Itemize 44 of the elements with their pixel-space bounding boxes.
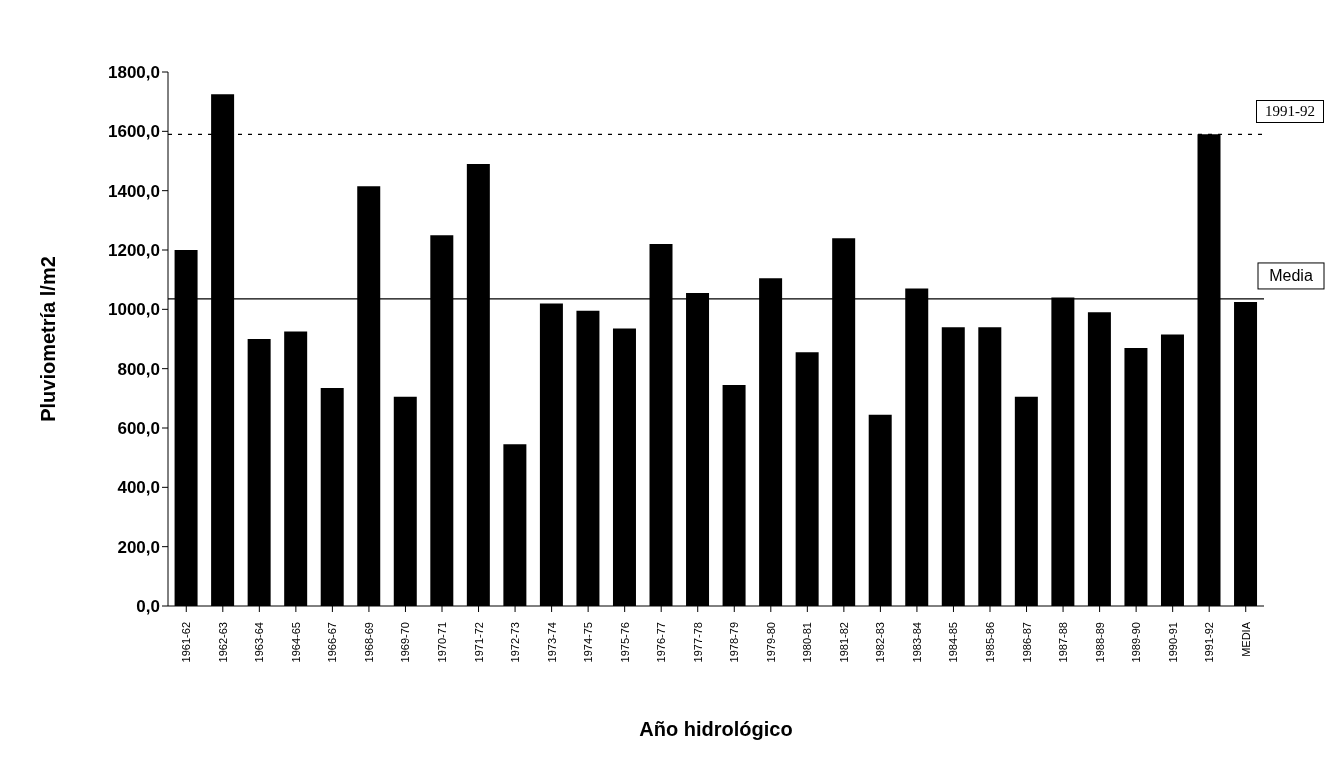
- y-tick-label: 1200,0: [108, 241, 160, 261]
- x-tick-label: 1991-92: [1203, 622, 1216, 663]
- x-tick-label: 1970-71: [436, 622, 448, 663]
- x-tick-label: 1990-91: [1166, 622, 1179, 663]
- x-tick-label: 1978-79: [728, 622, 741, 663]
- x-tick-label: 1984-85: [947, 622, 960, 663]
- y-tick-label: 1600,0: [108, 122, 160, 142]
- x-tick-label: 1963-64: [253, 622, 266, 663]
- x-tick-label: 1977-78: [691, 622, 704, 663]
- x-tick-label: 1966-67: [326, 622, 339, 663]
- x-tick-label: MEDIA: [1239, 621, 1252, 657]
- x-tick-label: 1980-81: [801, 622, 814, 663]
- ref-line-label: Media: [1269, 267, 1313, 285]
- y-tick-label: 1400,0: [108, 181, 160, 201]
- x-tick-label: 1985-86: [984, 622, 996, 663]
- x-tick-label: 1983-84: [910, 622, 923, 663]
- x-tick-label: 1961-62: [180, 622, 193, 663]
- x-tick-label: 1971-72: [472, 622, 485, 663]
- y-tick-label: 800,0: [117, 359, 160, 379]
- x-tick-label: 1972-73: [509, 622, 522, 663]
- y-tick-label: 1000,0: [108, 300, 160, 320]
- y-tick-label: 400,0: [117, 478, 160, 498]
- x-tick-label: 1964-65: [289, 622, 302, 663]
- x-tick-label: 1986-87: [1020, 622, 1033, 663]
- y-tick-label: 0,0: [136, 597, 160, 617]
- y-tick-label: 200,0: [117, 537, 160, 557]
- x-tick-label: 1982-83: [874, 622, 887, 663]
- x-tick-label: 1973-74: [545, 622, 558, 663]
- x-axis-title: Año hidrológico: [639, 718, 793, 740]
- y-tick-label: 600,0: [117, 419, 160, 439]
- x-tick-label: 1981-82: [837, 622, 850, 663]
- x-tick-label: 1968-69: [362, 622, 375, 663]
- y-tick-label: 1800,0: [108, 63, 160, 83]
- text: 1991-92: [1256, 100, 1324, 123]
- x-tick-label: 1962-63: [216, 622, 229, 663]
- y-axis-title: Pluviometría l/m2: [37, 256, 60, 422]
- x-tick-label: 1974-75: [582, 622, 595, 663]
- x-tick-label: 1988-89: [1093, 622, 1106, 663]
- x-tick-label: 1976-77: [655, 622, 668, 663]
- x-tick-label: 1989-90: [1130, 622, 1143, 663]
- x-tick-label: 1979-80: [764, 622, 777, 663]
- x-tick-label: 1975-76: [618, 622, 631, 663]
- x-tick-label: 1987-88: [1057, 622, 1070, 663]
- x-tick-label: 1969-70: [399, 622, 412, 663]
